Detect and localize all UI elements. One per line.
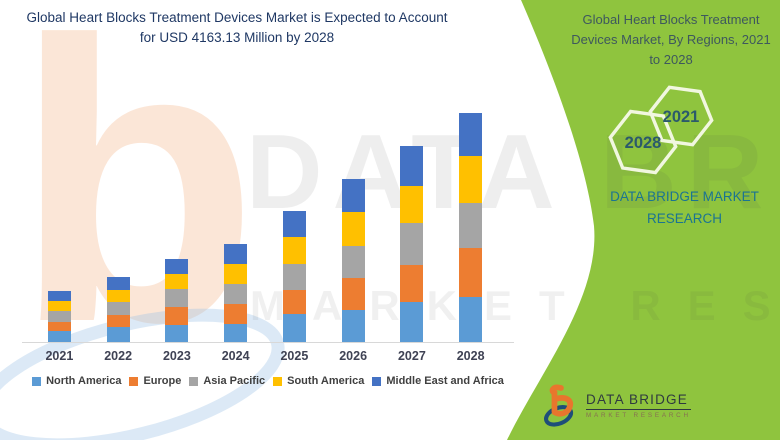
bar-segment-europe-2022: [106, 314, 130, 328]
bar-segment-south-america-2027: [400, 185, 424, 224]
bar-segment-europe-2026: [341, 278, 365, 310]
bar-segment-south-america-2023: [165, 273, 189, 289]
x-axis-label-2022: 2022: [104, 349, 133, 363]
x-axis-label-2027: 2027: [397, 349, 426, 363]
bar-segment-asia-pacific-2024: [224, 283, 248, 304]
legend-swatch-middle-east-and-africa: [372, 376, 382, 386]
bar-column-2023: [148, 259, 207, 342]
bar-segment-asia-pacific-2025: [282, 263, 306, 291]
bar-segment-south-america-2028: [459, 156, 483, 204]
hexagon-badge-2028: 2028: [625, 134, 662, 152]
hexagon-badge-2021: 2021: [663, 108, 700, 126]
bar-segment-middle-east-and-africa-2027: [400, 146, 424, 186]
bar-segment-asia-pacific-2021: [47, 310, 71, 322]
legend-item-north-america: North America: [32, 375, 121, 387]
bar-segment-north-america-2024: [224, 323, 248, 342]
bar-segment-north-america-2022: [106, 327, 130, 342]
legend-label-north-america: North America: [46, 375, 122, 387]
legend-item-middle-east-and-africa: Middle East and Africa: [372, 375, 504, 387]
bar-segment-middle-east-and-africa-2024: [224, 243, 248, 264]
hexagon-2028-outline: [608, 109, 678, 175]
logo-tagline: MARKET RESEARCH: [586, 412, 691, 419]
bar-segment-south-america-2021: [47, 300, 71, 311]
legend-swatch-south-america: [273, 376, 283, 386]
bar-segment-asia-pacific-2022: [106, 301, 130, 315]
bar-segment-north-america-2023: [165, 325, 189, 342]
chart-title: Global Heart Blocks Treatment Devices Ma…: [26, 10, 448, 46]
bar-segment-north-america-2021: [47, 331, 71, 342]
bar-column-2028: [441, 112, 500, 342]
legend-item-south-america: South America: [273, 375, 364, 387]
bar-segment-middle-east-and-africa-2022: [106, 277, 130, 291]
data-bridge-logo-icon: [544, 384, 574, 427]
bar-segment-north-america-2027: [400, 302, 424, 342]
logo-name: DATA BRIDGE: [586, 392, 691, 410]
panel-title: Global Heart Blocks Treatment Devices Ma…: [571, 12, 771, 68]
bar-segment-north-america-2025: [282, 313, 306, 342]
legend-item-asia-pacific: Asia Pacific: [189, 375, 265, 387]
x-axis-label-2028: 2028: [456, 349, 485, 363]
bar-segment-middle-east-and-africa-2025: [282, 211, 306, 237]
x-axis-labels: 2021 2022 2023 2024 2025 2026 2027 2028: [30, 349, 500, 363]
legend-label-europe: Europe: [143, 375, 182, 387]
bar-segment-south-america-2022: [106, 290, 130, 302]
bar-segment-europe-2025: [282, 290, 306, 314]
bar-segment-south-america-2026: [341, 212, 365, 246]
legend-swatch-north-america: [32, 376, 42, 386]
bar-segment-north-america-2028: [459, 296, 483, 342]
bar-column-2021: [30, 290, 89, 342]
bar-segment-middle-east-and-africa-2026: [341, 178, 365, 213]
bar-segment-north-america-2026: [341, 309, 365, 342]
brand-name-text: DATA BRIDGE MARKET RESEARCH: [610, 189, 759, 226]
x-axis-label-2024: 2024: [221, 349, 250, 363]
hexagon-2021-outline: [648, 85, 714, 147]
x-axis-label-2025: 2025: [280, 349, 309, 363]
bar-segment-middle-east-and-africa-2021: [47, 290, 71, 301]
legend-swatch-asia-pacific: [189, 376, 199, 386]
bar-column-2025: [265, 211, 324, 342]
bar-column-2022: [89, 277, 148, 342]
x-axis-label-2021: 2021: [45, 349, 74, 363]
bar-segment-europe-2028: [459, 247, 483, 297]
x-axis-line: [22, 342, 514, 343]
bar-segment-asia-pacific-2028: [459, 203, 483, 248]
legend-label-south-america: South America: [287, 375, 365, 387]
bar-segment-asia-pacific-2027: [400, 223, 424, 265]
x-axis-label-2026: 2026: [339, 349, 368, 363]
bar-segment-europe-2021: [47, 321, 71, 331]
bar-segment-europe-2024: [224, 303, 248, 324]
bar-column-2026: [324, 178, 383, 342]
legend-swatch-europe: [129, 376, 139, 386]
bar-segment-asia-pacific-2023: [165, 288, 189, 307]
legend-label-middle-east-and-africa: Middle East and Africa: [386, 375, 504, 387]
bar-segment-south-america-2025: [282, 236, 306, 264]
bar-segment-middle-east-and-africa-2023: [165, 259, 189, 274]
bar-segment-middle-east-and-africa-2028: [459, 112, 483, 157]
chart-legend: North America Europe Asia Pacific South Ame…: [18, 375, 518, 387]
bar-segment-south-america-2024: [224, 263, 248, 284]
bar-segment-asia-pacific-2026: [341, 245, 365, 279]
stacked-bar-chart: [30, 106, 500, 342]
bar-segment-europe-2027: [400, 264, 424, 303]
bar-segment-europe-2023: [165, 306, 189, 326]
legend-item-europe: Europe: [129, 375, 181, 387]
company-logo: DATA BRIDGE MARKET RESEARCH: [543, 383, 691, 429]
bar-column-2024: [206, 243, 265, 342]
bar-column-2027: [383, 146, 442, 342]
legend-label-asia-pacific: Asia Pacific: [203, 375, 266, 387]
hexagon-badges: 2021 2028: [608, 85, 714, 175]
x-axis-label-2023: 2023: [162, 349, 191, 363]
